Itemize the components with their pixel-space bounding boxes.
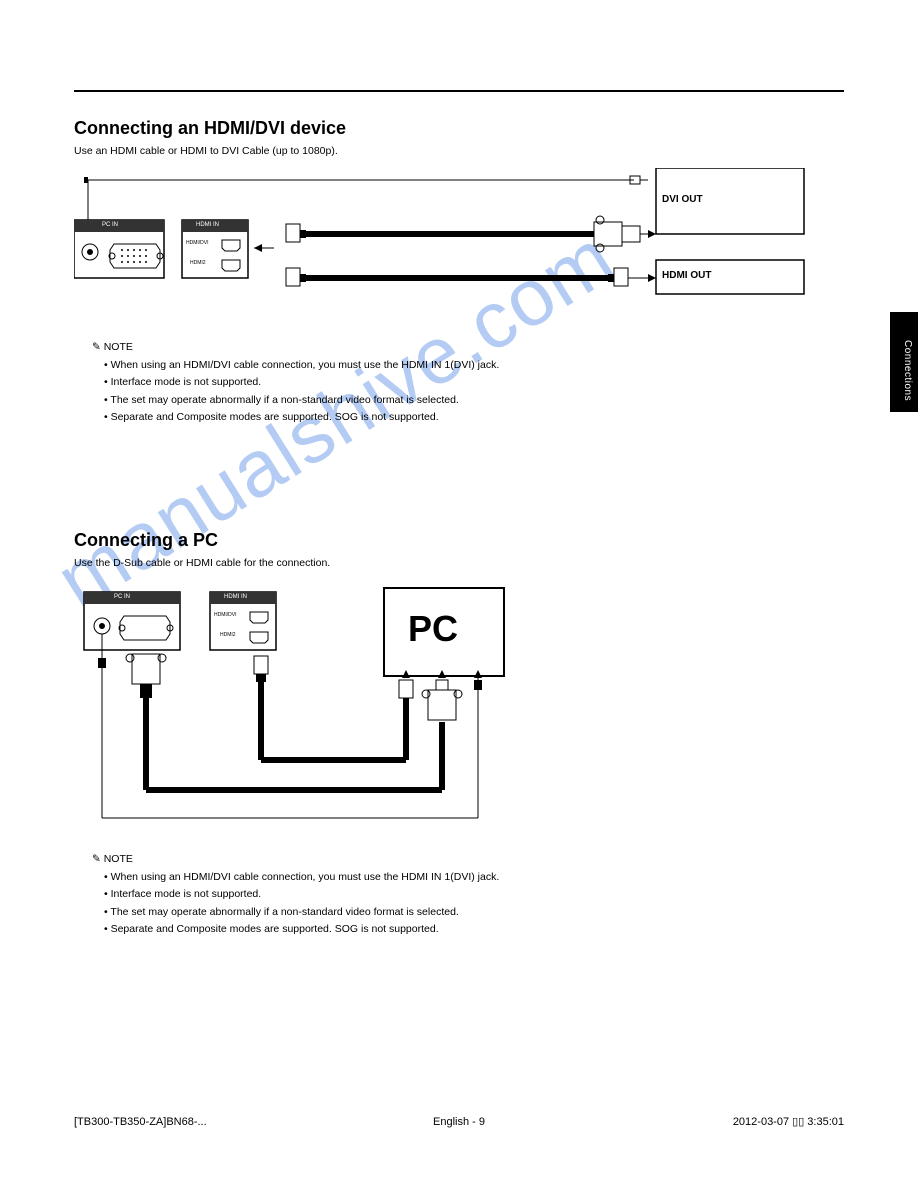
- side-tab-label: 03 Connections: [890, 312, 918, 401]
- footer-model: [TB300-TB350-ZA]BN68-...: [74, 1116, 207, 1128]
- hdmi-diagram-svg: [74, 168, 844, 328]
- hdmi-dvi-port-label: HDMI/DVI: [186, 240, 209, 246]
- pc-diagram: PC PC IN HDMI IN HDMI/DVI HDMI2: [74, 580, 574, 840]
- hdmi-intro: Use an HDMI cable or HDMI to DVI Cable (…: [74, 144, 834, 158]
- hdmi2-port-label: HDMI2: [190, 260, 206, 266]
- pc-hdmi-dvi-label: HDMI/DVI: [214, 612, 237, 618]
- hdmi-in-label: HDMI IN: [196, 222, 219, 228]
- pc-intro: Use the D-Sub cable or HDMI cable for th…: [74, 556, 834, 570]
- pc-hdmi2-label: HDMI2: [220, 632, 236, 638]
- pc-in-label: PC IN: [102, 222, 118, 228]
- manual-page: 03 Connections manualshive.com Connectin…: [0, 0, 918, 1188]
- hdmi-note-item: • Separate and Composite modes are suppo…: [104, 410, 832, 424]
- pc-note-item: • Interface mode is not supported.: [104, 887, 832, 901]
- pc-note-item: • Separate and Composite modes are suppo…: [104, 922, 832, 936]
- pc-note-item: • When using an HDMI/DVI cable connectio…: [104, 870, 832, 884]
- footer-lang-page: English - 9: [433, 1116, 485, 1128]
- hdmi-note-item: • The set may operate abnormally if a no…: [104, 393, 832, 407]
- hdmi-note-item: • Interface mode is not supported.: [104, 375, 832, 389]
- pc-notes-heading: ✎ NOTE: [92, 852, 832, 866]
- pc-box-label: PC: [408, 608, 458, 650]
- pc-notes: ✎ NOTE • When using an HDMI/DVI cable co…: [92, 852, 832, 939]
- footer-timestamp: 2012-03-07 ▯▯ 3:35:01: [733, 1115, 844, 1128]
- hdmi-notes-heading: ✎ NOTE: [92, 340, 832, 354]
- hdmi-out-label: HDMI OUT: [662, 270, 711, 281]
- hdmi-diagram: DVI OUT HDMI OUT PC IN HDMI IN HDMI/DVI …: [74, 168, 844, 328]
- pc-diagram-svg: [74, 580, 574, 840]
- pc-pc-in-label: PC IN: [114, 594, 130, 600]
- hdmi-note-item: • When using an HDMI/DVI cable connectio…: [104, 358, 832, 372]
- section-side-tab: 03 Connections: [890, 312, 918, 412]
- pc-hdmi-in-label: HDMI IN: [224, 594, 247, 600]
- dvi-out-label: DVI OUT: [662, 194, 703, 205]
- hdmi-section-title: Connecting an HDMI/DVI device: [74, 118, 346, 139]
- pc-note-item: • The set may operate abnormally if a no…: [104, 905, 832, 919]
- header-rule: [74, 90, 844, 92]
- pc-section-title: Connecting a PC: [74, 530, 218, 551]
- hdmi-notes: ✎ NOTE • When using an HDMI/DVI cable co…: [92, 340, 832, 427]
